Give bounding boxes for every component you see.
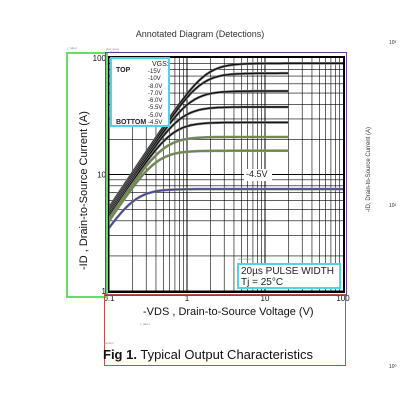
y-axis-label: -ID , Drain-to-Source Current (A): [78, 111, 90, 270]
x-axis-label: -VDS , Drain-to-Source Voltage (V): [143, 306, 314, 318]
ylabel-detection-tag: y_label: [67, 46, 77, 50]
figure-caption: Fig 1. Typical Output Characteristics: [103, 347, 313, 362]
legend-bottom-label: BOTTOM: [116, 119, 147, 126]
figure-title: Typical Output Characteristics: [140, 347, 314, 362]
pulse-annotation-box: 20µs PULSE WIDTH Tj = 25°C: [237, 263, 341, 289]
annotation-detection-tag: annotation: [238, 257, 253, 261]
xlabel-detection-tag: x_label: [140, 322, 150, 326]
curves: [107, 62, 343, 229]
legend-entry: -15V: [148, 69, 161, 75]
curve-5.5V: [108, 136, 289, 219]
plot-detection-tag: plot_area: [106, 47, 119, 51]
x-tick-label: 1: [185, 294, 190, 303]
right-axis-label: -ID, Drain-to-Source Current (A): [366, 126, 372, 212]
curve-label-box: -4.5V: [244, 169, 272, 181]
legend-list: -15V -10V -8.0V -7.0V -6.0V -5.5V -5.0V -4.5V: [148, 69, 162, 127]
legend-entry: -5.5V: [148, 105, 163, 112]
plot-detection-box: [105, 52, 347, 296]
legend-entry: -4.5V: [148, 120, 163, 127]
y-tick-label: 100: [93, 54, 107, 63]
ylabel-detection-box: [66, 52, 108, 298]
y-tick-label: 1: [102, 287, 107, 296]
curve-4.5V: [108, 188, 343, 229]
grid: [108, 58, 343, 292]
curve-7.0V: [108, 106, 289, 215]
right-tick-1000: 10³: [389, 40, 397, 46]
right-tick-100: 10²: [389, 203, 397, 209]
curve-5.0V: [108, 150, 289, 222]
page-title: Annotated Diagram (Detections): [135, 29, 265, 39]
legend-entry: -5.0V: [148, 112, 163, 119]
x-tick-label: 10: [261, 294, 270, 303]
curve-8.0V: [108, 90, 289, 212]
y-tick-label: 10: [97, 171, 106, 180]
legend-entry: -7.0V: [148, 90, 163, 97]
legend-entry: -10V: [148, 76, 161, 83]
legend-entry: -6.0V: [148, 98, 163, 105]
caption-detection-tag: caption: [104, 341, 114, 345]
curve-label: -4.5V: [246, 169, 268, 179]
legend-top-label: TOP: [116, 67, 131, 74]
right-tick-10: 10⁰: [389, 364, 397, 370]
legend-title: VGS:: [152, 61, 169, 68]
plot-frame: [107, 56, 345, 293]
temperature-note: Tj = 25°C: [241, 277, 284, 288]
figure-number: Fig 1.: [103, 347, 137, 362]
x-tick-label: 0.1: [103, 294, 115, 303]
pulse-width-note: 20µs PULSE WIDTH: [241, 266, 335, 277]
curve-6.0V: [108, 121, 289, 217]
legend-entry: -8.0V: [148, 83, 163, 90]
xlabel-caption-detection-box: [104, 294, 346, 366]
x-tick-label: 100: [336, 294, 350, 303]
legend-box: TOP VGS: -15V -10V -8.0V -7.0V -6.0V -5.5V -5.…: [110, 57, 170, 127]
